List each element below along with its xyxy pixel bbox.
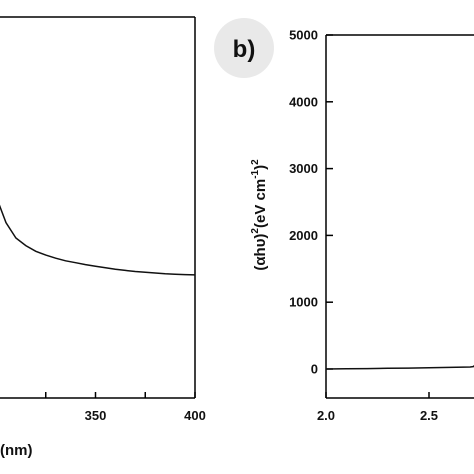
panel-b-x-tick-label: 2.0 bbox=[317, 408, 335, 423]
panel-b-y-tick-label: 4000 bbox=[289, 94, 318, 109]
panel-b-y-tick-label: 1000 bbox=[289, 295, 318, 310]
panel-b-x-tick-label: 2.5 bbox=[420, 408, 438, 423]
y-label-sup-2: -1 bbox=[250, 169, 261, 178]
panel-b-y-tick-label: 5000 bbox=[289, 28, 318, 43]
panel-a-x-tick-label: 350 bbox=[85, 408, 107, 423]
panel-b-x-ticks: 2.0 2.5 bbox=[317, 392, 438, 423]
panel-b-series-line bbox=[325, 365, 474, 370]
y-label-sup-3: 2 bbox=[250, 159, 261, 165]
y-label-part-2: (eV cm bbox=[252, 179, 269, 228]
panel-a-series-line bbox=[0, 204, 196, 276]
panel-b-label: b) bbox=[233, 36, 256, 63]
panel-b-label-badge bbox=[214, 18, 274, 78]
panel-a-x-axis-label: (nm) bbox=[0, 442, 33, 459]
panel-b-y-axis-label: (αhυ)2(eV cm-1)2 bbox=[250, 159, 269, 271]
y-label-sup-1: 2 bbox=[250, 228, 261, 234]
y-label-part-3: ) bbox=[252, 165, 269, 170]
panel-b-y-tick-label: 2000 bbox=[289, 228, 318, 243]
panel-a-x-tick-label: 400 bbox=[184, 408, 206, 423]
panel-b-y-tick-label: 0 bbox=[311, 362, 318, 377]
panel-b-y-tick-label: 3000 bbox=[289, 161, 318, 176]
panel-a-x-ticks: 350 400 bbox=[45, 392, 206, 423]
y-label-part-1: (αhυ) bbox=[252, 234, 269, 271]
panel-a: 350 400 (nm) bbox=[0, 16, 206, 459]
